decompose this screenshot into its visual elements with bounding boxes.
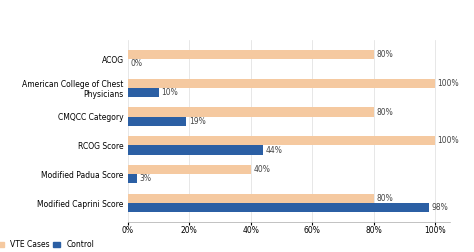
- Bar: [128, 145, 263, 155]
- Bar: [128, 79, 435, 88]
- Text: 0%: 0%: [130, 59, 142, 68]
- Text: 44%: 44%: [265, 146, 283, 154]
- Text: 80%: 80%: [376, 50, 393, 59]
- Bar: [128, 88, 159, 97]
- Bar: [128, 165, 251, 174]
- Text: 100%: 100%: [438, 136, 459, 145]
- Bar: [128, 117, 186, 126]
- Text: 100%: 100%: [438, 79, 459, 88]
- Bar: [128, 107, 374, 117]
- Legend: VTE Cases, Control: VTE Cases, Control: [0, 240, 94, 249]
- Text: 10%: 10%: [161, 88, 178, 97]
- Bar: [128, 194, 374, 203]
- Text: 80%: 80%: [376, 108, 393, 116]
- Text: 19%: 19%: [189, 117, 206, 126]
- Text: 40%: 40%: [253, 165, 270, 174]
- Bar: [128, 50, 374, 59]
- Bar: [128, 136, 435, 145]
- Text: 80%: 80%: [376, 194, 393, 203]
- Text: 98%: 98%: [431, 203, 448, 212]
- Bar: [128, 203, 429, 212]
- Text: Figure 1. High Risk Score Population Percentage per VTE RAM: Figure 1. High Risk Score Population Per…: [6, 13, 473, 26]
- Text: 3%: 3%: [140, 174, 152, 183]
- Bar: [128, 174, 137, 183]
